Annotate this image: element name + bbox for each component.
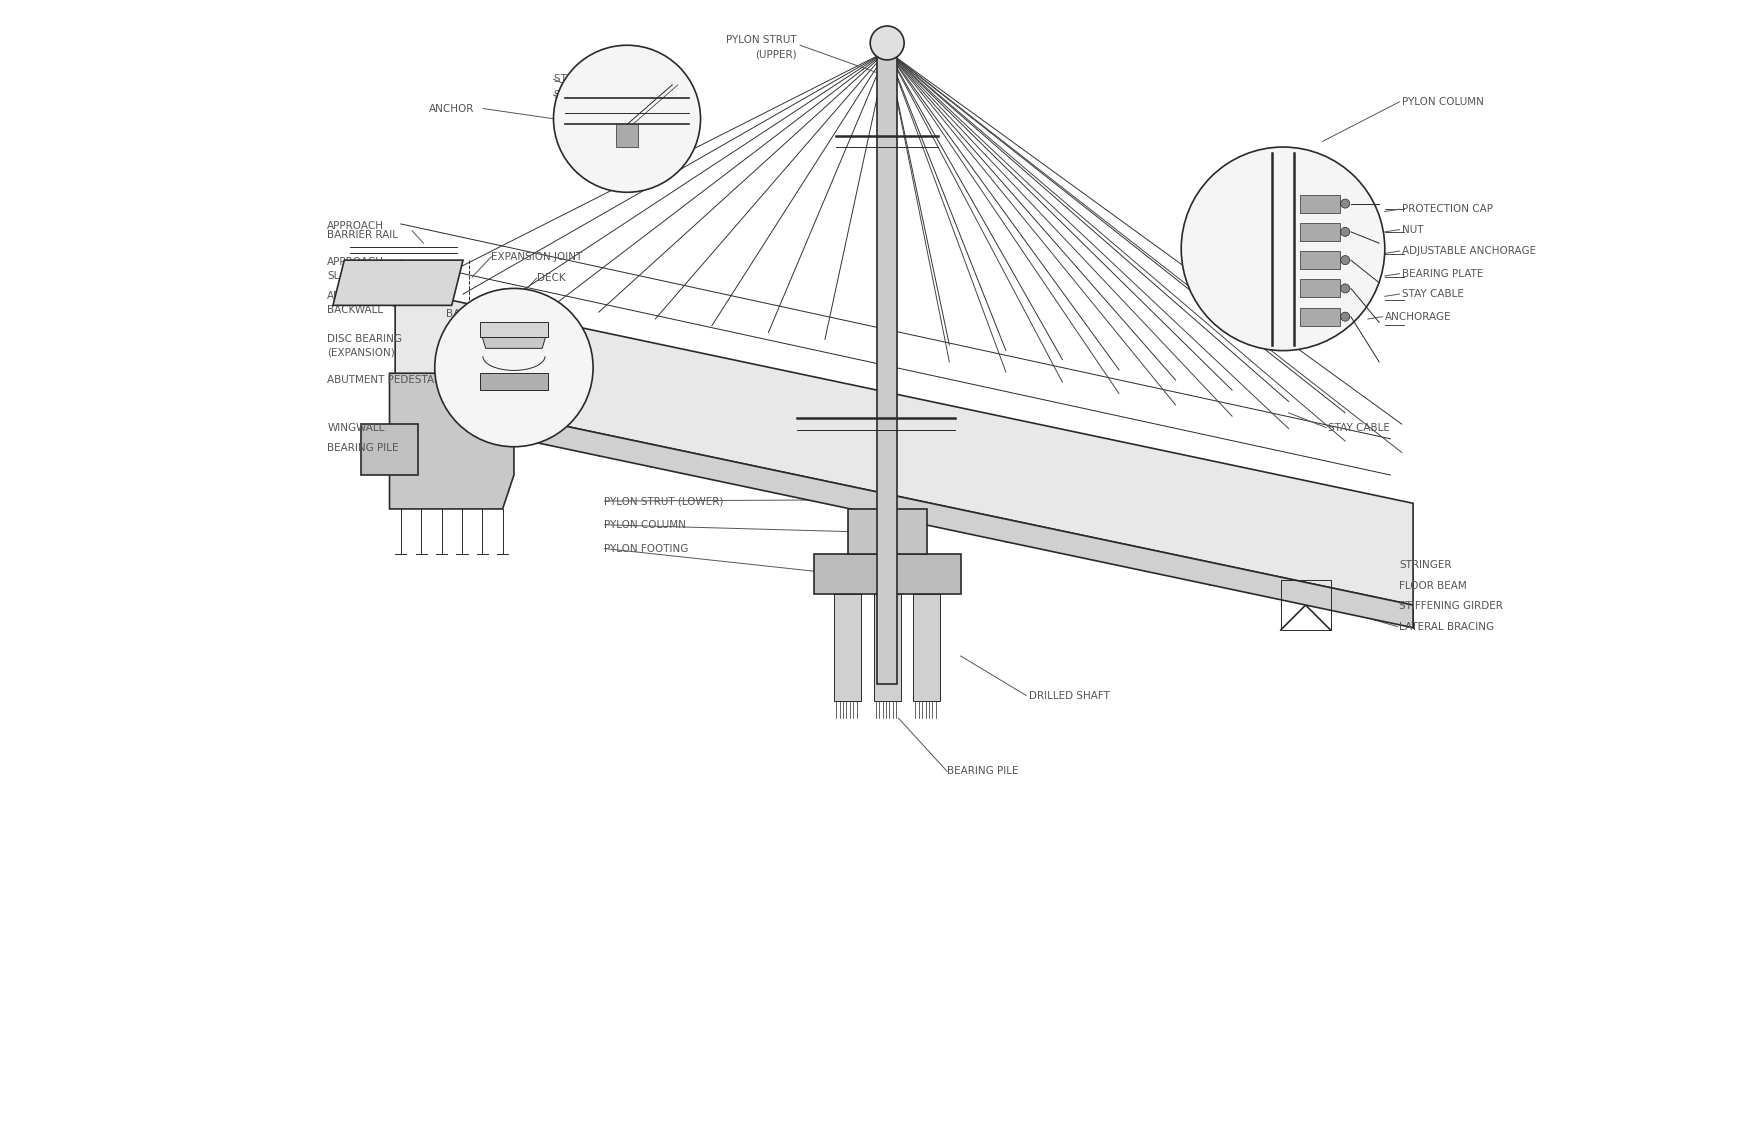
Text: FLOOR BEAM: FLOOR BEAM <box>1400 581 1467 590</box>
Circle shape <box>1181 147 1384 351</box>
Text: BEARING PILE: BEARING PILE <box>328 443 398 452</box>
Text: (UPPER): (UPPER) <box>755 50 797 59</box>
Polygon shape <box>1299 308 1340 326</box>
Polygon shape <box>1299 279 1340 297</box>
Text: BARRIER RAILS: BARRIER RAILS <box>446 310 524 319</box>
Text: DISC BEARING: DISC BEARING <box>328 335 402 344</box>
Text: STAY CABLE: STAY CABLE <box>554 75 615 84</box>
Text: STAY CABLE: STAY CABLE <box>1328 423 1389 432</box>
Circle shape <box>871 26 904 60</box>
Text: ABUTMENT PEDESTAL: ABUTMENT PEDESTAL <box>328 375 441 385</box>
Text: EXPANSION JOINT: EXPANSION JOINT <box>492 252 582 261</box>
Text: APPROACH: APPROACH <box>328 222 384 231</box>
Polygon shape <box>913 594 940 701</box>
Polygon shape <box>483 337 545 348</box>
Text: LATERAL BRACING: LATERAL BRACING <box>1400 622 1495 631</box>
Polygon shape <box>480 373 548 390</box>
Text: BEARING PLATE: BEARING PLATE <box>1402 269 1483 278</box>
Circle shape <box>435 288 592 447</box>
Polygon shape <box>615 124 638 147</box>
Text: WINGWALL: WINGWALL <box>328 423 384 432</box>
Text: ANCHOR: ANCHOR <box>428 104 474 113</box>
Text: NUT: NUT <box>1402 225 1423 234</box>
Text: SLAB: SLAB <box>328 271 354 280</box>
Text: PYLON FOOTING: PYLON FOOTING <box>605 544 689 553</box>
Polygon shape <box>395 288 1414 605</box>
Text: PYLON COLUMN: PYLON COLUMN <box>1402 97 1484 106</box>
Polygon shape <box>395 390 1414 628</box>
Text: BACKWALL: BACKWALL <box>328 305 383 314</box>
Polygon shape <box>876 57 897 684</box>
Text: APPROACH: APPROACH <box>328 258 384 267</box>
Text: PROTECTION CAP: PROTECTION CAP <box>1402 205 1493 214</box>
Polygon shape <box>1299 251 1340 269</box>
Text: BEARING PILE: BEARING PILE <box>947 767 1019 776</box>
Text: STIFFENING GIRDER: STIFFENING GIRDER <box>1400 602 1504 611</box>
Polygon shape <box>874 594 901 701</box>
Polygon shape <box>333 260 464 305</box>
Text: DECK: DECK <box>536 274 566 283</box>
Circle shape <box>1340 312 1350 321</box>
Circle shape <box>1340 199 1350 208</box>
Text: DRILLED SHAFT: DRILLED SHAFT <box>1028 691 1109 700</box>
Polygon shape <box>390 373 515 509</box>
Circle shape <box>1340 284 1350 293</box>
Text: PYLON COLUMN: PYLON COLUMN <box>605 520 686 529</box>
Text: ADJUSTABLE ANCHORAGE: ADJUSTABLE ANCHORAGE <box>1402 247 1536 256</box>
Text: ABUTMENT: ABUTMENT <box>328 292 384 301</box>
Circle shape <box>554 45 700 192</box>
Circle shape <box>1340 227 1350 236</box>
Text: STRINGER: STRINGER <box>1400 561 1453 570</box>
Circle shape <box>1340 256 1350 265</box>
Text: STAY CABLE: STAY CABLE <box>1402 290 1463 299</box>
Polygon shape <box>1299 195 1340 213</box>
Text: (EXPANSION): (EXPANSION) <box>328 348 395 357</box>
Polygon shape <box>815 554 961 594</box>
Text: PYLON STRUT: PYLON STRUT <box>726 35 797 44</box>
Text: BARRIER RAIL: BARRIER RAIL <box>328 231 398 240</box>
Polygon shape <box>361 424 418 475</box>
Text: PYLON STRUT (LOWER): PYLON STRUT (LOWER) <box>605 497 725 506</box>
Polygon shape <box>1299 223 1340 241</box>
Polygon shape <box>848 509 927 554</box>
Text: STIFFENING GIRDER: STIFFENING GIRDER <box>554 90 658 100</box>
Polygon shape <box>834 594 860 701</box>
Text: ANCHORAGE: ANCHORAGE <box>1384 312 1451 321</box>
Polygon shape <box>480 322 548 337</box>
